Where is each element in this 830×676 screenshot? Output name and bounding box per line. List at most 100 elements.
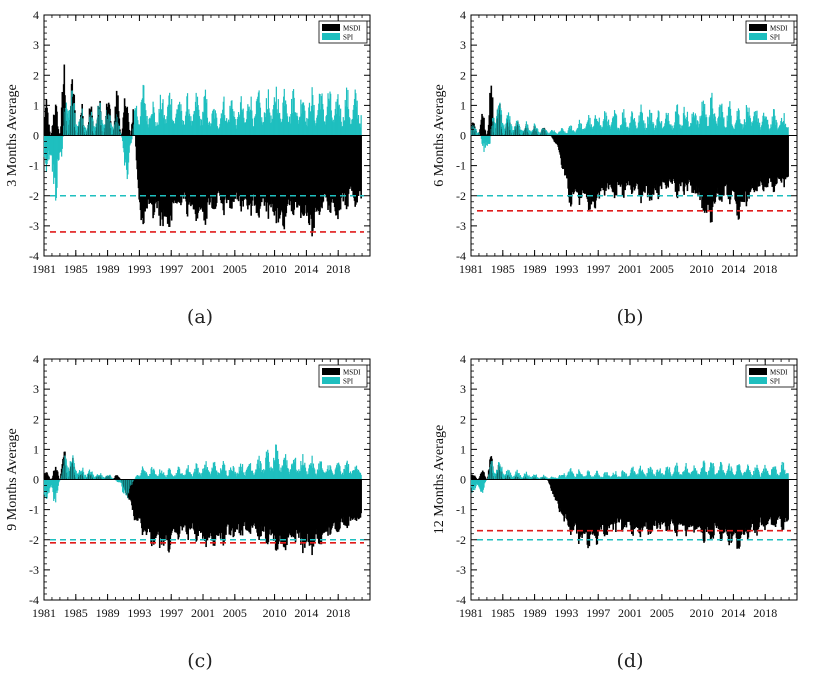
- spi-bar: [605, 472, 607, 480]
- spi-bar: [694, 468, 696, 480]
- spi-bar: [554, 477, 557, 480]
- spi-bar: [89, 471, 91, 480]
- spi-bar: [713, 118, 715, 136]
- spi-bar: [478, 479, 480, 487]
- spi-bar: [303, 105, 305, 136]
- spi-bar: [135, 476, 138, 480]
- spi-bar: [584, 128, 586, 136]
- msdi-bar: [48, 124, 50, 136]
- x-tick-label: 2005: [650, 262, 674, 276]
- spi-bar: [621, 124, 623, 136]
- spi-bar: [480, 135, 482, 139]
- spi-bar: [485, 135, 487, 143]
- spi-bar: [139, 475, 142, 480]
- spi-bar: [207, 122, 209, 136]
- spi-bar: [725, 127, 728, 136]
- spi-bar: [785, 127, 787, 136]
- x-tick-label: 2005: [223, 606, 247, 620]
- spi-bar: [219, 473, 221, 480]
- spi-bar: [482, 479, 484, 490]
- spi-bar: [731, 125, 734, 136]
- spi-bar: [645, 476, 647, 480]
- spi-bar: [357, 469, 360, 480]
- spi-bar: [740, 123, 742, 136]
- spi-bar: [224, 470, 226, 480]
- y-tick-label: -1: [456, 503, 466, 517]
- spi-bar: [340, 121, 342, 136]
- spi-bar: [344, 465, 346, 480]
- spi-bar: [182, 475, 185, 480]
- spi-bar: [575, 476, 577, 480]
- spi-bar: [533, 474, 535, 480]
- spi-bar: [109, 474, 111, 480]
- spi-bar: [272, 109, 274, 136]
- spi-bar: [570, 468, 572, 480]
- spi-bar: [670, 124, 672, 136]
- legend-label-msdi: MSDI: [770, 25, 788, 33]
- spi-bar: [238, 466, 240, 480]
- spi-bar: [322, 469, 324, 480]
- spi-bar: [653, 475, 655, 480]
- spi-bar: [214, 110, 216, 136]
- spi-bar: [474, 479, 477, 489]
- spi-bar: [46, 135, 48, 164]
- spi-bar: [171, 99, 173, 136]
- spi-bar: [562, 129, 564, 136]
- spi-bar: [45, 135, 47, 164]
- spi-bar: [755, 469, 757, 480]
- spi-bar: [204, 95, 206, 136]
- spi-bar: [776, 122, 778, 136]
- spi-bar: [165, 477, 167, 480]
- spi-bar: [644, 123, 646, 136]
- spi-bar: [178, 104, 180, 136]
- spi-bar: [587, 120, 589, 136]
- spi-bar: [637, 127, 639, 136]
- spi-bar: [686, 111, 689, 136]
- spi-bar: [311, 87, 313, 136]
- spi-bar: [480, 479, 482, 492]
- spi-bar: [184, 124, 186, 136]
- spi-bar: [574, 477, 576, 480]
- spi-bar: [85, 131, 87, 136]
- spi-bar: [319, 94, 321, 136]
- legend-swatch-msdi: [322, 24, 340, 31]
- spi-bar: [708, 125, 710, 136]
- spi-bar: [221, 469, 223, 480]
- spi-bar: [787, 127, 789, 136]
- spi-bar: [493, 117, 495, 136]
- spi-bar: [280, 467, 282, 480]
- spi-bar: [543, 476, 545, 480]
- spi-bar: [618, 128, 620, 136]
- spi-bar: [218, 129, 220, 136]
- spi-bar: [154, 121, 156, 136]
- spi-bar: [129, 135, 132, 144]
- spi-bar: [744, 471, 746, 480]
- spi-bar: [84, 474, 87, 480]
- spi-bar: [650, 112, 652, 136]
- spi-bar: [692, 470, 694, 480]
- spi-bar: [327, 93, 329, 136]
- spi-bar: [521, 477, 524, 480]
- spi-bar: [267, 452, 269, 480]
- spi-bar: [49, 135, 51, 155]
- spi-bar: [683, 471, 685, 480]
- spi-bar: [220, 471, 222, 480]
- spi-bar: [625, 473, 628, 480]
- spi-bar: [328, 100, 330, 136]
- spi-bar: [55, 135, 57, 201]
- spi-bar: [549, 478, 551, 480]
- y-tick-label: 4: [33, 8, 39, 22]
- spi-bar: [275, 86, 277, 136]
- y-tick-label: 3: [460, 382, 466, 396]
- spi-bar: [60, 135, 62, 152]
- spi-bar: [92, 475, 95, 480]
- spi-bar: [49, 479, 51, 486]
- spi-bar: [187, 465, 189, 480]
- spi-bar: [676, 105, 678, 136]
- spi-bar: [308, 107, 310, 136]
- spi-bar: [141, 470, 143, 480]
- spi-bar: [235, 125, 237, 136]
- x-tick-label: 2018: [753, 606, 777, 620]
- spi-bar: [596, 120, 598, 136]
- spi-bar: [321, 468, 323, 480]
